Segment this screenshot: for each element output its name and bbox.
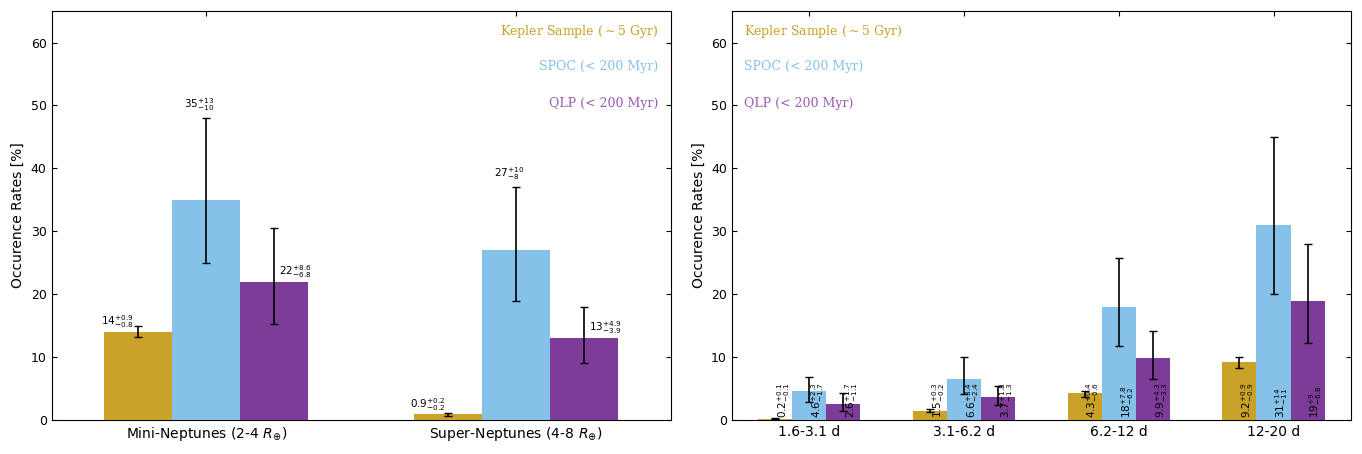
Text: $2.6^{+1.7}_{-1.1}$: $2.6^{+1.7}_{-1.1}$ — [843, 383, 859, 418]
Bar — [1291, 301, 1325, 420]
Bar — [1136, 358, 1170, 420]
Bar — [1223, 362, 1257, 420]
Y-axis label: Occurence Rates [%]: Occurence Rates [%] — [692, 143, 706, 288]
Text: SPOC (< 200 Myr): SPOC (< 200 Myr) — [744, 60, 864, 73]
Bar — [240, 281, 308, 420]
Text: $4.6^{+2.3}_{-1.7}$: $4.6^{+2.3}_{-1.7}$ — [809, 383, 825, 418]
Text: $35^{+13}_{-10}$: $35^{+13}_{-10}$ — [184, 96, 215, 113]
Text: $13^{+4.9}_{-3.9}$: $13^{+4.9}_{-3.9}$ — [588, 320, 621, 336]
Bar — [1102, 307, 1136, 420]
Bar — [104, 332, 172, 420]
Bar — [793, 391, 827, 420]
Bar — [947, 379, 981, 420]
Text: Kepler Sample ($\sim$5 Gyr): Kepler Sample ($\sim$5 Gyr) — [500, 24, 658, 40]
Text: QLP (< 200 Myr): QLP (< 200 Myr) — [549, 97, 658, 110]
Bar — [1068, 393, 1102, 420]
Text: $0.2^{+0.1}_{-0.1}$: $0.2^{+0.1}_{-0.1}$ — [775, 383, 791, 418]
Bar — [550, 338, 618, 420]
Text: Kepler Sample ($\sim$5 Gyr): Kepler Sample ($\sim$5 Gyr) — [744, 24, 903, 40]
Text: $9.2^{+0.9}_{-0.9}$: $9.2^{+0.9}_{-0.9}$ — [1239, 383, 1256, 418]
Bar — [827, 404, 861, 420]
Bar — [759, 419, 793, 420]
Text: $18^{+7.8}_{-6.2}$: $18^{+7.8}_{-6.2}$ — [1118, 386, 1136, 418]
Bar — [172, 200, 240, 420]
Text: SPOC (< 200 Myr): SPOC (< 200 Myr) — [539, 60, 658, 73]
Bar — [482, 250, 550, 420]
Bar — [981, 397, 1015, 420]
Text: $14^{+0.9}_{-0.8}$: $14^{+0.9}_{-0.8}$ — [101, 313, 133, 330]
Text: $1.5^{+0.3}_{-0.2}$: $1.5^{+0.3}_{-0.2}$ — [930, 383, 947, 418]
Bar — [913, 411, 947, 420]
Text: $27^{+10}_{-8}$: $27^{+10}_{-8}$ — [494, 165, 524, 182]
Text: $22^{+8.6}_{-6.8}$: $22^{+8.6}_{-6.8}$ — [279, 263, 312, 280]
Text: $0.9^{+0.2}_{-0.2}$: $0.9^{+0.2}_{-0.2}$ — [410, 396, 445, 413]
Text: $19^{+9}_{-6.8}$: $19^{+9}_{-6.8}$ — [1308, 386, 1324, 418]
Text: $9.9^{+4.3}_{-3.3}$: $9.9^{+4.3}_{-3.3}$ — [1152, 383, 1170, 418]
Text: $4.3^{+0.4}_{-0.6}$: $4.3^{+0.4}_{-0.6}$ — [1084, 382, 1102, 418]
Text: $31^{+14}_{-11}$: $31^{+14}_{-11}$ — [1273, 388, 1290, 418]
Text: $6.6^{+3.4}_{-2.4}$: $6.6^{+3.4}_{-2.4}$ — [964, 382, 981, 418]
Text: QLP (< 200 Myr): QLP (< 200 Myr) — [744, 97, 854, 110]
Bar — [414, 415, 482, 420]
Bar — [1257, 225, 1291, 420]
Y-axis label: Occurence Rates [%]: Occurence Rates [%] — [11, 143, 25, 288]
Text: $3.7^{+1.8}_{-1.3}$: $3.7^{+1.8}_{-1.3}$ — [998, 383, 1015, 418]
